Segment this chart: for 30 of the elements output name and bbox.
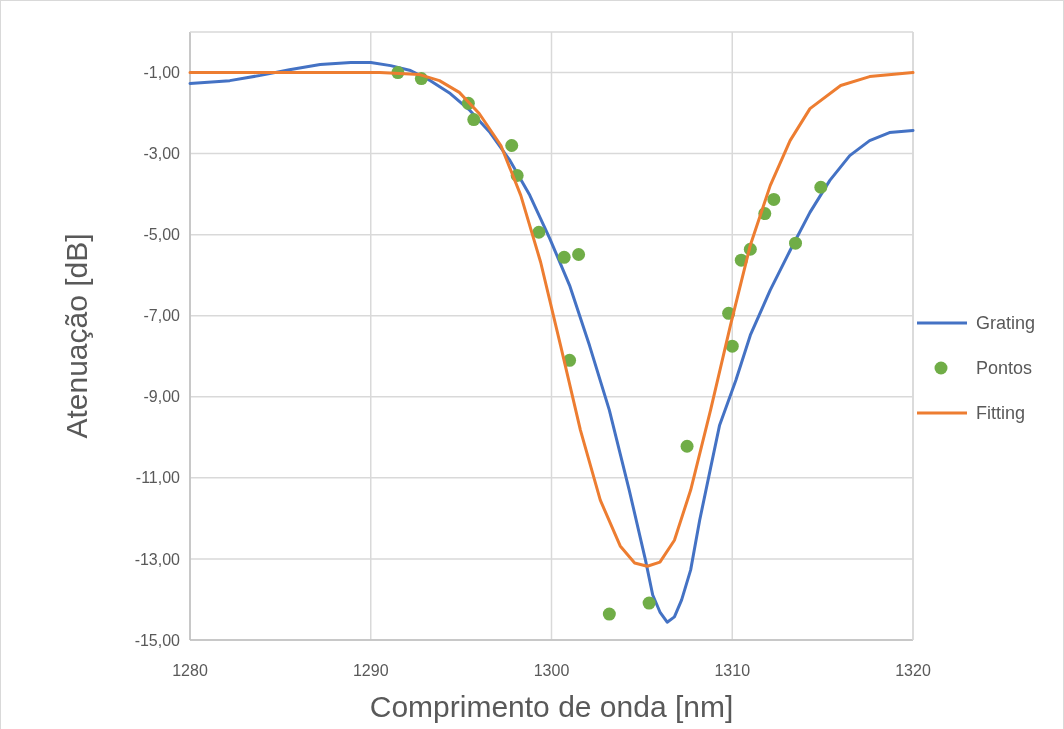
legend-label: Pontos: [976, 358, 1033, 379]
y-tick-label: -3,00: [143, 145, 181, 163]
y-axis-title: Atenuação [dB]: [60, 233, 93, 439]
x-tick-label: 1290: [352, 662, 389, 679]
y-tick-label: -13,00: [134, 550, 181, 568]
point: [725, 339, 739, 353]
point: [814, 180, 828, 194]
point: [572, 248, 586, 262]
legend-label: Grating: [976, 313, 1036, 334]
point: [557, 250, 571, 264]
point: [532, 225, 546, 239]
y-tick-label: -1,00: [143, 64, 181, 82]
y-tick-label: -5,00: [143, 226, 181, 244]
point: [680, 439, 694, 453]
x-tick-label: 1310: [714, 662, 751, 679]
point: [602, 607, 616, 621]
y-tick-label: -11,00: [135, 469, 181, 487]
point: [642, 596, 656, 610]
x-tick-label: 1320: [895, 662, 931, 679]
legend-label: Fitting: [976, 403, 1026, 424]
x-axis-title: Comprimento de onda [nm]: [369, 690, 734, 723]
y-tick-label: -15,00: [134, 631, 181, 649]
point: [505, 138, 519, 152]
x-tick-label: 1300: [533, 662, 570, 679]
point: [767, 192, 781, 206]
x-tick-label: 1280: [172, 662, 208, 679]
point: [467, 113, 481, 127]
y-tick-label: -7,00: [143, 307, 181, 325]
point: [789, 236, 803, 250]
y-tick-label: -9,00: [143, 388, 181, 406]
